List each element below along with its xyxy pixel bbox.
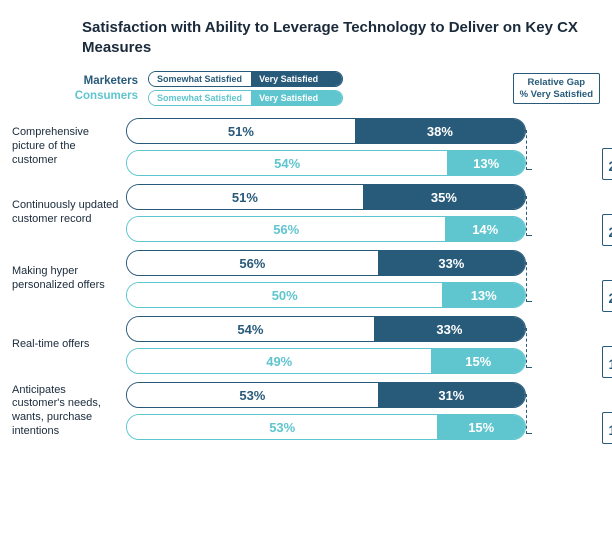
- bar-pair: 54%33%49%15%GAP18% (2.2X): [126, 316, 600, 374]
- consumer-somewhat: 54%: [127, 151, 447, 175]
- legend-pills: Somewhat Satisfied Very Satisfied Somewh…: [148, 71, 343, 106]
- gap-badge: GAP20% (2.5X): [602, 280, 612, 312]
- gap-connector: [526, 262, 532, 302]
- consumer-very: 15%: [437, 415, 525, 439]
- gap-badge: GAP18% (2.2X): [602, 346, 612, 378]
- row: Making hyper personalized offers56%33%50…: [12, 250, 600, 308]
- relative-gap-box: Relative Gap % Very Satisfied: [513, 73, 600, 104]
- chart-title: Satisfaction with Ability to Leverage Te…: [82, 18, 600, 57]
- row: Continuously updated customer record51%3…: [12, 184, 600, 242]
- relative-gap-line2: % Very Satisfied: [520, 89, 593, 100]
- gap-badge: GAP21% (2.5X): [602, 214, 612, 246]
- relative-gap-line1: Relative Gap: [520, 77, 593, 88]
- gap-badge: GAP25% (2.9X): [602, 148, 612, 180]
- gap-value: 16%: [608, 423, 612, 438]
- row: Real-time offers54%33%49%15%GAP18% (2.2X…: [12, 316, 600, 374]
- legend-labels: Marketers Consumers: [46, 75, 138, 102]
- gap-value: 20%: [608, 291, 612, 306]
- consumer-bar: 50%13%: [126, 282, 526, 308]
- row-label: Making hyper personalized offers: [12, 265, 120, 293]
- legend-very-c: Very Satisfied: [251, 91, 342, 105]
- gap-title: GAP: [605, 283, 612, 291]
- marketer-bar: 54%33%: [126, 316, 526, 342]
- consumer-somewhat: 50%: [127, 283, 442, 307]
- row-label: Real-time offers: [12, 338, 120, 352]
- marketer-bar: 53%31%: [126, 382, 526, 408]
- marketer-very: 33%: [374, 317, 525, 341]
- bar-pair: 53%31%53%15%GAP16% (2.1X): [126, 382, 600, 440]
- consumer-very: 13%: [447, 151, 525, 175]
- gap-title: GAP: [605, 349, 612, 357]
- legend-somewhat-m: Somewhat Satisfied: [149, 72, 251, 86]
- gap-connector: [526, 130, 532, 170]
- marketer-very: 33%: [378, 251, 525, 275]
- row: Anticipates customer's needs, wants, pur…: [12, 382, 600, 440]
- legend-pill-marketers: Somewhat Satisfied Very Satisfied: [148, 71, 343, 87]
- marketer-bar: 56%33%: [126, 250, 526, 276]
- consumer-somewhat: 56%: [127, 217, 445, 241]
- consumer-bar: 53%15%: [126, 414, 526, 440]
- marketer-bar: 51%38%: [126, 118, 526, 144]
- marketer-bar: 51%35%: [126, 184, 526, 210]
- gap-title: GAP: [605, 151, 612, 159]
- consumer-very: 15%: [431, 349, 525, 373]
- marketer-somewhat: 53%: [127, 383, 378, 407]
- legend: Marketers Consumers Somewhat Satisfied V…: [46, 71, 600, 106]
- row-label: Continuously updated customer record: [12, 199, 120, 227]
- legend-pill-consumers: Somewhat Satisfied Very Satisfied: [148, 90, 343, 106]
- marketer-very: 38%: [355, 119, 525, 143]
- legend-consumers-label: Consumers: [46, 90, 138, 102]
- marketer-somewhat: 54%: [127, 317, 374, 341]
- bar-pair: 51%35%56%14%GAP21% (2.5X): [126, 184, 600, 242]
- gap-value: 21%: [608, 225, 612, 240]
- consumer-bar: 56%14%: [126, 216, 526, 242]
- gap-connector: [526, 328, 532, 368]
- gap-title: GAP: [605, 217, 612, 225]
- consumer-bar: 49%15%: [126, 348, 526, 374]
- bar-pair: 56%33%50%13%GAP20% (2.5X): [126, 250, 600, 308]
- row-label: Comprehensive picture of the customer: [12, 126, 120, 167]
- legend-very-m: Very Satisfied: [251, 72, 342, 86]
- rows-container: Comprehensive picture of the customer51%…: [12, 118, 600, 440]
- consumer-very: 14%: [445, 217, 525, 241]
- row-label: Anticipates customer's needs, wants, pur…: [12, 384, 120, 439]
- gap-badge: GAP16% (2.1X): [602, 412, 612, 444]
- legend-marketers-label: Marketers: [46, 75, 138, 87]
- gap-connector: [526, 394, 532, 434]
- gap-connector: [526, 196, 532, 236]
- gap-value: 25%: [608, 159, 612, 174]
- marketer-somewhat: 51%: [127, 119, 355, 143]
- marketer-very: 35%: [363, 185, 525, 209]
- gap-value: 18%: [608, 357, 612, 372]
- consumer-somewhat: 49%: [127, 349, 431, 373]
- gap-title: GAP: [605, 415, 612, 423]
- consumer-bar: 54%13%: [126, 150, 526, 176]
- consumer-very: 13%: [442, 283, 525, 307]
- bar-pair: 51%38%54%13%GAP25% (2.9X): [126, 118, 600, 176]
- marketer-somewhat: 56%: [127, 251, 378, 275]
- marketer-very: 31%: [378, 383, 525, 407]
- marketer-somewhat: 51%: [127, 185, 363, 209]
- consumer-somewhat: 53%: [127, 415, 437, 439]
- legend-somewhat-c: Somewhat Satisfied: [149, 91, 251, 105]
- row: Comprehensive picture of the customer51%…: [12, 118, 600, 176]
